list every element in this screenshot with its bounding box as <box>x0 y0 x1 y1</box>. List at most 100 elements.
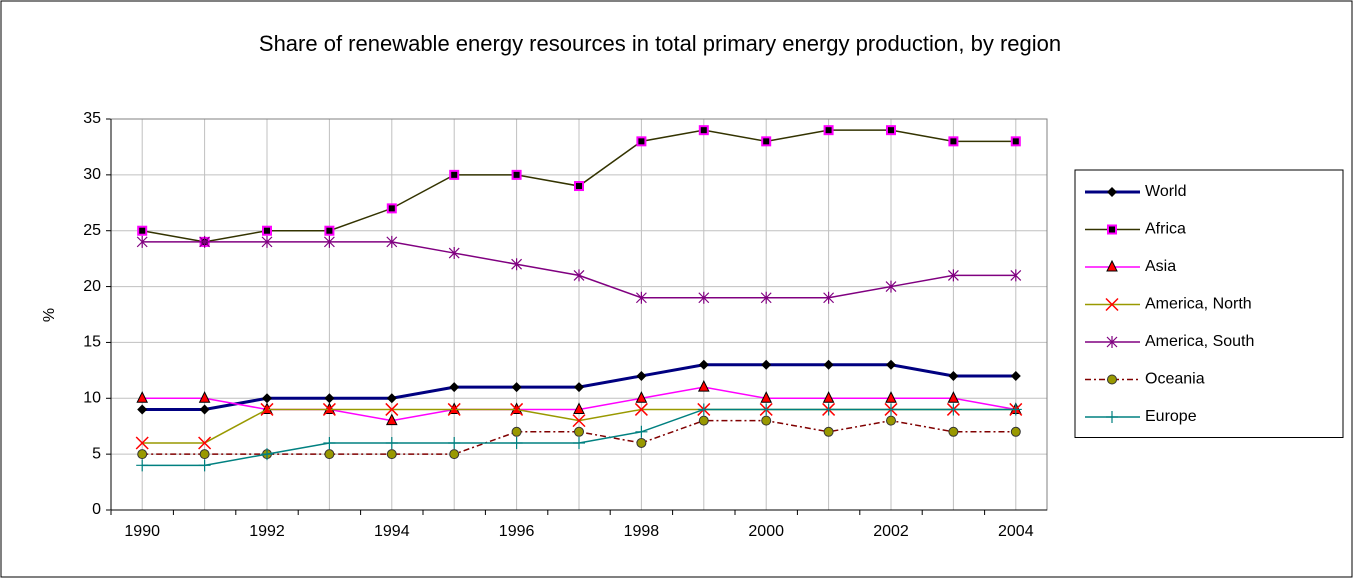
point <box>760 391 773 403</box>
point <box>698 125 709 136</box>
point <box>511 382 522 393</box>
point <box>697 379 710 392</box>
point <box>634 402 648 416</box>
point <box>947 269 959 282</box>
point <box>199 235 211 248</box>
point <box>636 437 647 448</box>
point <box>636 136 647 147</box>
point <box>886 125 896 136</box>
legend-label: World <box>1145 183 1187 200</box>
point <box>137 404 148 415</box>
point <box>198 436 212 450</box>
point <box>948 370 959 381</box>
point <box>573 402 585 414</box>
point <box>760 291 772 304</box>
point <box>1009 403 1022 416</box>
x-tick-label: 2002 <box>873 523 909 540</box>
point <box>136 391 149 403</box>
point <box>574 382 584 393</box>
point <box>761 359 772 370</box>
point <box>886 415 896 426</box>
point <box>823 359 834 370</box>
point <box>760 403 773 416</box>
x-tick-label: 1994 <box>374 523 410 540</box>
legend-label: America, North <box>1145 296 1252 313</box>
point <box>324 393 335 404</box>
point <box>1010 426 1021 437</box>
y-tick-label: 35 <box>83 110 101 127</box>
point <box>322 402 336 416</box>
x-tick-label: 2004 <box>998 523 1034 540</box>
point <box>823 291 835 304</box>
point <box>199 404 210 415</box>
y-tick-label: 0 <box>92 501 101 518</box>
legend-label: Africa <box>1145 221 1186 238</box>
point <box>885 391 897 403</box>
point <box>698 291 710 304</box>
point <box>635 425 648 438</box>
x-tick-label: 1996 <box>499 523 535 540</box>
point <box>386 203 397 214</box>
point <box>948 426 959 437</box>
point <box>510 436 523 449</box>
point <box>324 225 335 236</box>
point <box>198 391 211 403</box>
point <box>635 291 647 304</box>
point <box>574 181 584 192</box>
point <box>386 393 397 404</box>
legend-label: America, South <box>1145 333 1254 350</box>
point <box>886 359 896 370</box>
legend-marker <box>1106 336 1118 348</box>
point <box>511 258 523 271</box>
point <box>761 415 772 426</box>
point <box>823 125 834 136</box>
point <box>137 225 148 236</box>
point <box>448 436 461 449</box>
point <box>698 359 709 370</box>
x-tick-label: 1990 <box>124 523 160 540</box>
point <box>386 235 398 248</box>
point <box>324 449 335 460</box>
legend-marker <box>1107 374 1117 385</box>
point <box>511 426 522 437</box>
x-tick-label: 1998 <box>624 523 660 540</box>
point <box>822 391 835 403</box>
point <box>262 225 272 236</box>
point <box>385 402 399 416</box>
legend-marker <box>1107 187 1117 197</box>
point <box>261 235 273 248</box>
point <box>385 436 398 449</box>
point <box>947 403 960 416</box>
point <box>262 393 272 404</box>
legend-marker <box>1107 224 1117 235</box>
point <box>823 426 834 437</box>
point <box>136 235 148 248</box>
point <box>698 415 709 426</box>
point <box>136 459 149 472</box>
y-tick-label: 10 <box>83 390 101 407</box>
legend-label: Europe <box>1145 408 1197 425</box>
point <box>761 136 772 147</box>
point <box>1010 136 1021 147</box>
point <box>885 403 897 416</box>
point <box>885 280 897 293</box>
point <box>636 370 647 381</box>
point <box>822 403 835 416</box>
point <box>385 413 398 426</box>
y-tick-label: 15 <box>83 334 101 351</box>
point <box>449 382 460 393</box>
point <box>574 426 584 437</box>
point <box>323 436 336 449</box>
point <box>449 449 460 460</box>
point <box>947 391 960 403</box>
point <box>199 449 210 460</box>
legend-marker <box>1106 411 1118 423</box>
y-tick-label: 20 <box>83 278 101 295</box>
y-axis-label: % <box>41 308 58 322</box>
series-line <box>142 419 1016 455</box>
legend-label: Asia <box>1145 258 1176 275</box>
point <box>572 414 586 428</box>
y-tick-label: 30 <box>83 166 101 183</box>
legend-marker <box>1105 297 1119 312</box>
